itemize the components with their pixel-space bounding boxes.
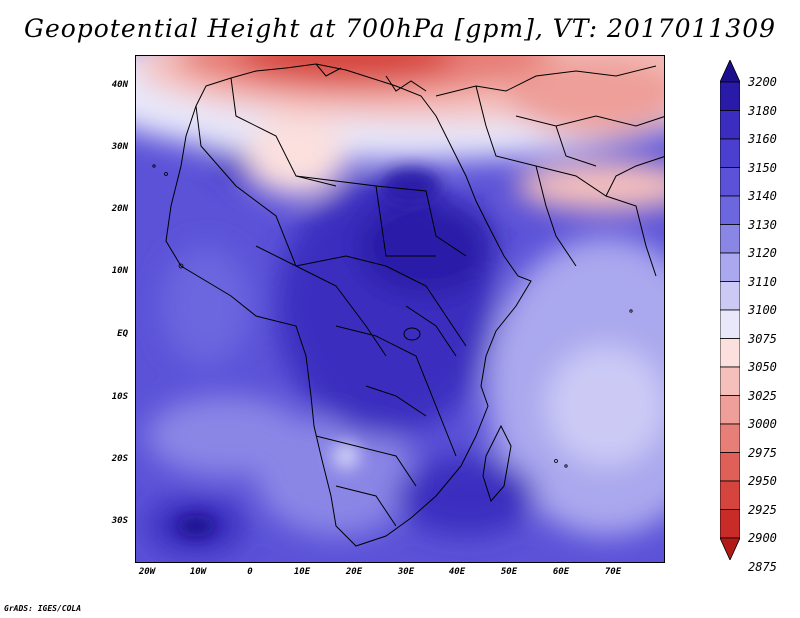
colorbar-swatch xyxy=(720,252,740,282)
colorbar-top-triangle xyxy=(720,60,740,83)
lon-label-50e: 50E xyxy=(500,567,518,577)
colorbar-swatch xyxy=(720,309,740,339)
colorbar-swatch xyxy=(720,195,740,225)
lat-label-eq: EQ xyxy=(117,329,128,339)
colorbar-tick-label: 3180 xyxy=(748,103,777,118)
lon-label-10e: 10E xyxy=(293,567,311,577)
colorbar-swatch xyxy=(720,366,740,396)
lon-label-20w: 20W xyxy=(138,567,156,577)
colorbar-tick-label: 3075 xyxy=(748,331,777,346)
colorbar-tick-label: 3000 xyxy=(748,417,777,431)
lon-label-60e: 60E xyxy=(552,567,570,577)
colorbar-swatch xyxy=(720,338,740,368)
colorbar-tick-label: 3050 xyxy=(748,360,777,374)
lat-label-30s: 30S xyxy=(111,516,128,526)
lat-label-20s: 20S xyxy=(111,454,128,464)
colorbar-tick-label: 3025 xyxy=(748,388,777,403)
geopotential-map xyxy=(136,56,664,562)
colorbar-swatch xyxy=(720,509,740,539)
colorbar-swatch xyxy=(720,167,740,197)
lon-label-70e: 70E xyxy=(604,567,622,577)
lat-label-10n: 10N xyxy=(111,266,128,276)
colorbar-swatch xyxy=(720,423,740,453)
colorbar-tick-label: 2875 xyxy=(748,559,777,574)
lat-label-10s: 10S xyxy=(111,392,128,402)
lat-label-40n: 40N xyxy=(111,80,128,90)
colorbar-tick-label: 2950 xyxy=(748,474,777,488)
lat-label-30n: 30N xyxy=(111,142,128,152)
colorbar-tick-label: 3130 xyxy=(748,217,777,232)
colorbar-tick-label: 3120 xyxy=(748,246,777,260)
map-title: Geopotential Height at 700hPa [gpm], VT:… xyxy=(23,14,777,43)
colorbar-tick-label: 3150 xyxy=(748,160,777,175)
colorbar xyxy=(720,60,740,560)
lon-label-40e: 40E xyxy=(448,567,466,577)
lon-label-0: 0 xyxy=(247,567,253,577)
grads-credit: GrADS: IGES/COLA xyxy=(4,604,82,613)
lon-label-20e: 20E xyxy=(345,567,363,577)
colorbar-tick-label: 2925 xyxy=(748,502,777,517)
colorbar-swatch xyxy=(720,395,740,425)
colorbar-swatch xyxy=(720,452,740,482)
colorbar-tick-label: 3110 xyxy=(748,274,777,289)
colorbar-swatch xyxy=(720,81,740,111)
colorbar-tick-label: 3160 xyxy=(748,132,777,146)
lon-label-30e: 30E xyxy=(397,567,415,577)
map-plot-area xyxy=(135,55,665,563)
lat-label-20n: 20N xyxy=(111,204,128,214)
colorbar-tick-label: 3140 xyxy=(748,189,777,203)
colorbar-swatch xyxy=(720,110,740,140)
colorbar-swatch xyxy=(720,224,740,254)
colorbar-bottom-triangle xyxy=(720,537,740,560)
colorbar-tick-label: 3100 xyxy=(748,303,777,317)
lon-label-10w: 10W xyxy=(189,567,207,577)
colorbar-swatch xyxy=(720,480,740,510)
colorbar-tick-label: 2975 xyxy=(748,445,777,460)
colorbar-tick-label: 3200 xyxy=(748,75,777,89)
colorbar-tick-label: 2900 xyxy=(748,531,777,545)
colorbar-swatch xyxy=(720,138,740,168)
colorbar-swatch xyxy=(720,281,740,311)
